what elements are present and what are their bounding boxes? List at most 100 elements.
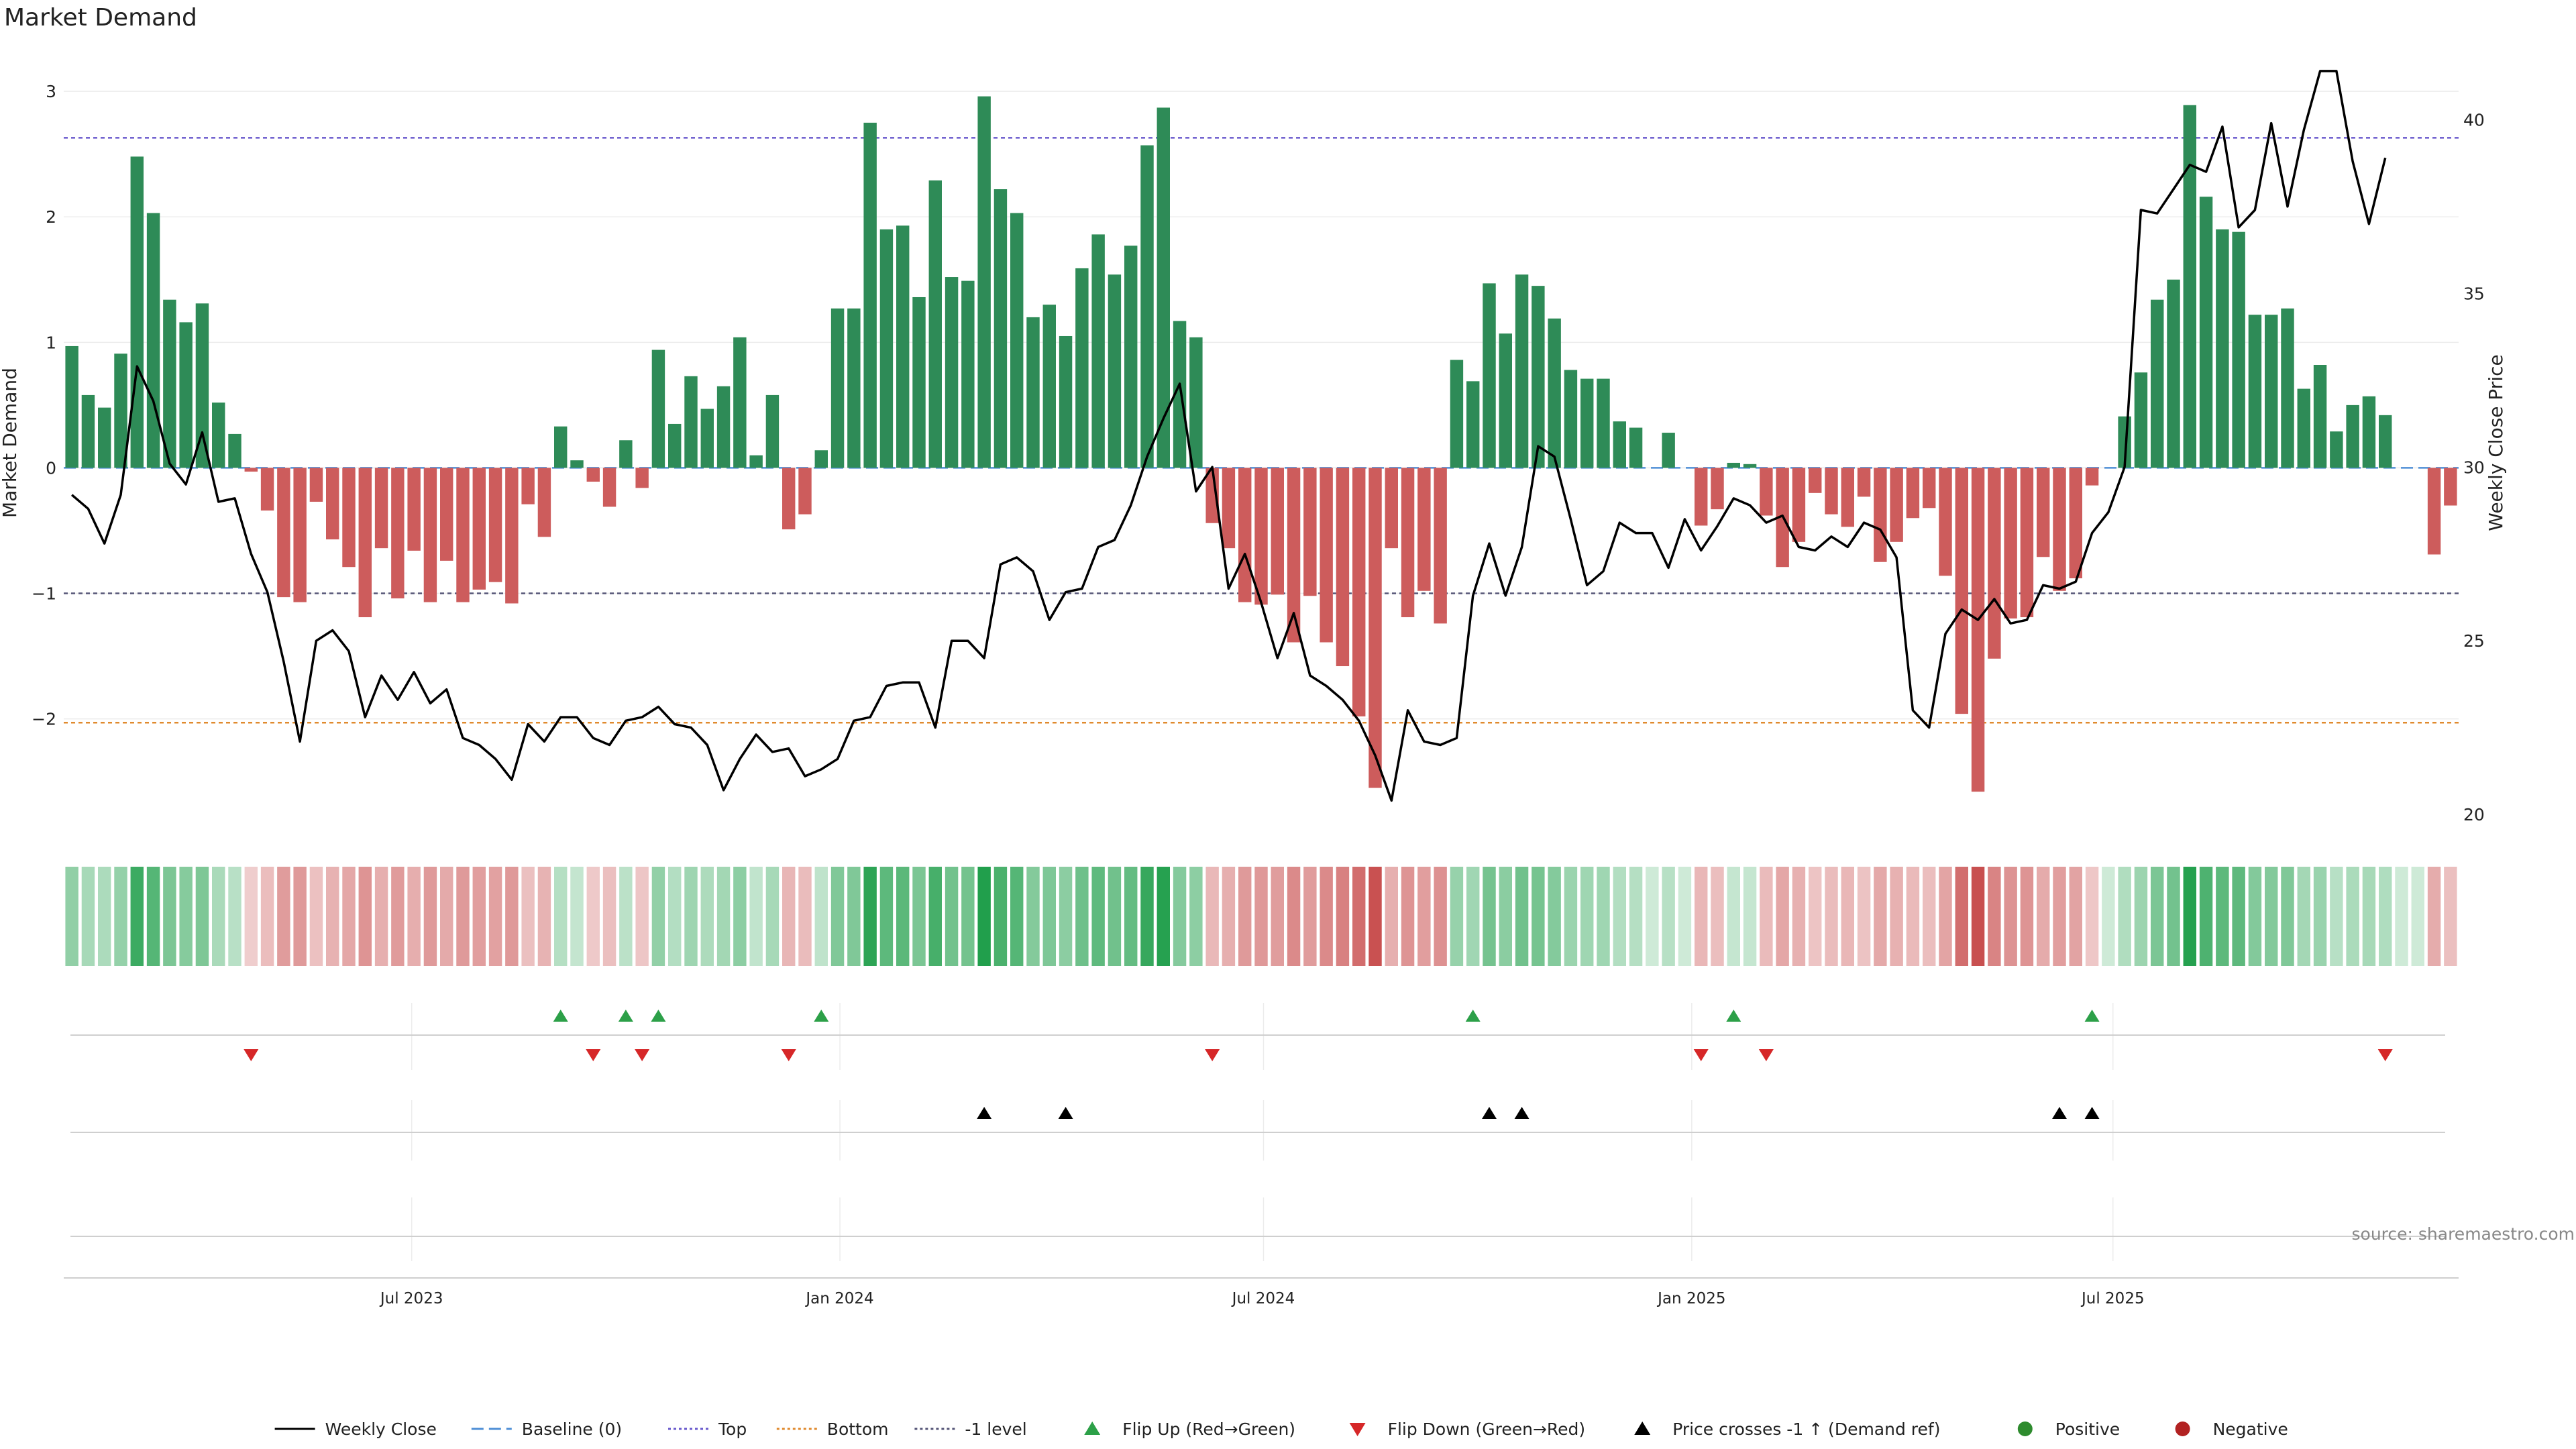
demand-bar (1532, 286, 1545, 468)
demand-bar (472, 468, 486, 590)
demand-bar (1385, 468, 1398, 549)
heat-cell (2395, 867, 2408, 966)
demand-bar (1352, 468, 1366, 716)
heat-cell (146, 867, 160, 966)
heat-cell (391, 867, 405, 966)
heat-cell (1042, 867, 1056, 966)
price-cross-marker (1514, 1107, 1529, 1119)
heat-cell (1238, 867, 1252, 966)
demand-bar (326, 468, 339, 540)
flip-down-marker (635, 1049, 650, 1061)
heat-cell (537, 867, 551, 966)
demand-bar (619, 440, 633, 468)
demand-bar (1483, 283, 1496, 468)
demand-bar (1450, 360, 1464, 468)
heat-cell (1140, 867, 1154, 966)
demand-bar (1173, 321, 1187, 468)
heat-cell (1515, 867, 1529, 966)
y2-tick-label: 20 (2463, 805, 2485, 824)
heat-cell (1157, 867, 1170, 966)
x-tick-label: Jan 2025 (1656, 1290, 1725, 1307)
heat-cell (2379, 867, 2392, 966)
legend-label: Negative (2213, 1419, 2288, 1439)
heat-cell (1776, 867, 1789, 966)
demand-bar (1825, 468, 1838, 515)
demand-bar (1320, 468, 1333, 643)
x-tick-label: Jan 2024 (804, 1290, 873, 1307)
heat-cell (2216, 867, 2229, 966)
source-note: source: sharemaestro.com (2352, 1224, 2575, 1244)
y-axis-label: Market Demand (0, 368, 21, 518)
flip-down-marker (586, 1049, 601, 1061)
demand-bar (2134, 372, 2148, 468)
heat-cell (2281, 867, 2294, 966)
demand-bar (423, 468, 437, 602)
demand-bar (1091, 234, 1105, 468)
y-tick-label: 1 (46, 333, 56, 352)
heat-cell (570, 867, 584, 966)
legend-item: Flip Down (Green→Red) (1349, 1419, 1585, 1439)
heat-cell (2199, 867, 2213, 966)
legend-label: Baseline (0) (522, 1419, 622, 1439)
demand-bar (1417, 468, 1431, 591)
heat-cell (277, 867, 290, 966)
heat-cell (1010, 867, 1024, 966)
heat-cell (1368, 867, 1382, 966)
x-tick-label: Jul 2025 (2080, 1290, 2145, 1307)
demand-bar (1368, 468, 1382, 788)
demand-bar (1205, 468, 1219, 523)
demand-bar (163, 299, 176, 468)
demand-bar (309, 468, 323, 502)
heat-cell (798, 867, 812, 966)
demand-bar (1287, 468, 1301, 643)
heat-cell (407, 867, 421, 966)
heat-cell (1532, 867, 1545, 966)
heat-cell (782, 867, 796, 966)
demand-bar (733, 337, 747, 468)
y2-axis-label: Weekly Close Price (2485, 354, 2507, 531)
heat-cell (1971, 867, 1985, 966)
demand-bar (2167, 279, 2180, 468)
y-tick-label: −1 (32, 584, 56, 604)
demand-bar (2427, 468, 2441, 555)
demand-bar (798, 468, 812, 515)
heat-cell (1646, 867, 1659, 966)
heat-cell (749, 867, 763, 966)
heat-cell (2151, 867, 2164, 966)
legend-label: Top (718, 1419, 747, 1439)
demand-bar (456, 468, 470, 602)
heat-cell (440, 867, 453, 966)
legend-label: Flip Up (Red→Green) (1122, 1419, 1295, 1439)
heat-cell (2313, 867, 2327, 966)
heat-cell (179, 867, 193, 966)
heat-cell (1580, 867, 1594, 966)
demand-bar (2265, 315, 2278, 468)
demand-bar (2330, 431, 2343, 468)
heat-cell (1841, 867, 1854, 966)
flip-up-marker (651, 1010, 666, 1022)
heat-cell (651, 867, 665, 966)
legend-item: -1 level (914, 1419, 1027, 1439)
heat-cell (65, 867, 78, 966)
flip-up-marker (553, 1010, 568, 1022)
demand-bar (505, 468, 519, 604)
heat-cell (1483, 867, 1496, 966)
demand-bar (2297, 388, 2310, 468)
heat-cell (2020, 867, 2034, 966)
demand-bar (1189, 337, 1203, 468)
demand-bar (1124, 246, 1138, 468)
demand-bar (1971, 468, 1985, 792)
flip-down-marker (781, 1049, 796, 1061)
flip-down-marker (2377, 1049, 2393, 1061)
heat-cell (1287, 867, 1301, 966)
heat-cell (1743, 867, 1757, 966)
left-axis: 3 2 1 0 −1 −2 (32, 82, 56, 729)
demand-bar (1743, 464, 1757, 468)
demand-bar (586, 468, 600, 482)
heat-cell (1254, 867, 1268, 966)
demand-bar (814, 450, 828, 468)
demand-bar (1140, 145, 1154, 468)
demand-bar (1890, 468, 1903, 542)
demand-bar (1923, 468, 1936, 508)
legend-label: Positive (2055, 1419, 2120, 1439)
